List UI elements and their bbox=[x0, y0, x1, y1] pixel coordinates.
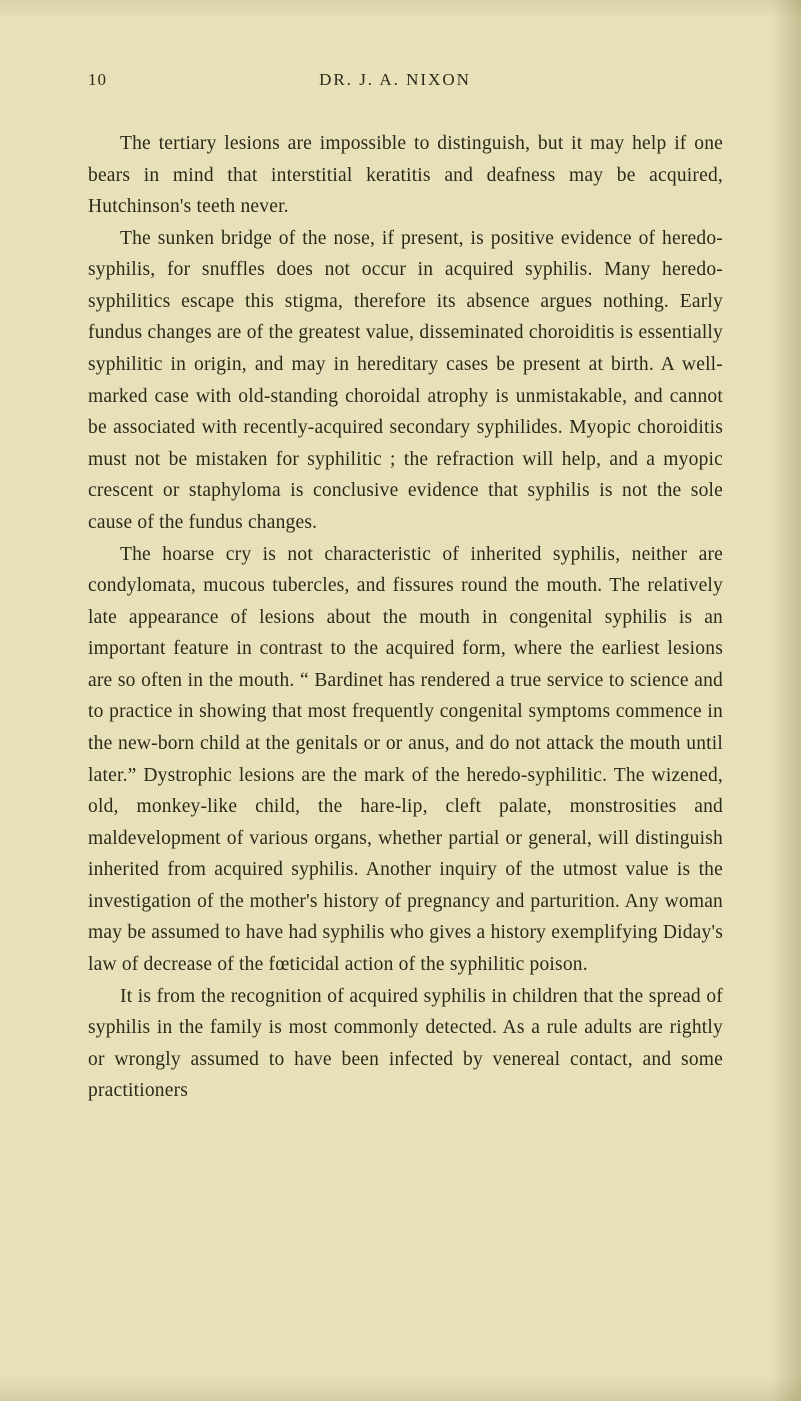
page-number: 10 bbox=[88, 70, 107, 90]
paragraph: It is from the recognition of acquired s… bbox=[88, 981, 723, 1107]
paragraph: The sunken bridge of the nose, if presen… bbox=[88, 223, 723, 539]
paragraph: The tertiary lesions are impossible to d… bbox=[88, 128, 723, 223]
running-head: DR. J. A. NIXON bbox=[107, 70, 723, 90]
body-text: The tertiary lesions are impossible to d… bbox=[88, 128, 723, 1107]
paragraph: The hoarse cry is not characteristic of … bbox=[88, 539, 723, 981]
document-page: 10 DR. J. A. NIXON The tertiary lesions … bbox=[0, 0, 801, 1401]
page-header: 10 DR. J. A. NIXON bbox=[88, 70, 723, 90]
